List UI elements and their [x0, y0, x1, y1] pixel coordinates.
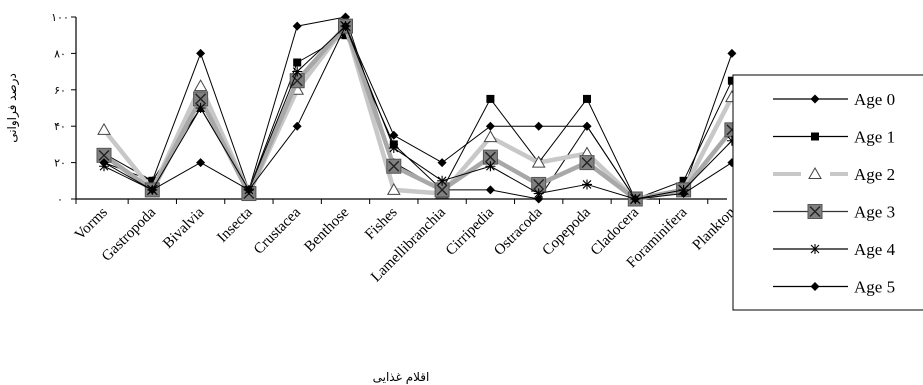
boxed-x-marker — [289, 73, 305, 89]
boxed-x-marker-cross — [533, 178, 545, 190]
boxed-x-marker — [193, 91, 209, 107]
triangle-marker — [386, 182, 401, 195]
category-label: Insecta — [214, 204, 256, 246]
diamond-marker — [534, 194, 544, 204]
square-marker — [811, 132, 819, 141]
boxed-x-marker-cross — [484, 151, 496, 163]
y-axis-title: درصد فراوانی — [5, 73, 20, 143]
diamond-marker — [437, 158, 447, 168]
x-axis-title: اقلام غذایی — [373, 370, 430, 384]
star-marker — [388, 143, 399, 154]
boxed-x-marker — [579, 155, 595, 171]
series-line — [102, 23, 734, 202]
star-marker — [195, 103, 206, 113]
category-label: Bivalvia — [160, 204, 207, 251]
boxed-x-marker-cross — [195, 93, 207, 105]
square-marker — [679, 176, 688, 185]
diamond-marker — [196, 158, 206, 168]
star-marker — [292, 66, 303, 77]
y-tick-label: ۰ — [57, 193, 63, 206]
diamond-marker — [485, 121, 495, 131]
y-ticks: ۰ ۲۰ ۴۰ ۶۰ ۸۰ ۱۰۰ — [51, 11, 76, 206]
category-label: Copepoda — [540, 204, 595, 259]
diamond-marker — [147, 185, 157, 195]
series-line — [103, 25, 733, 200]
boxed-x-marker-cross — [291, 75, 303, 87]
square-marker — [293, 58, 302, 67]
category-label: Benthose — [302, 204, 353, 255]
triangle-marker — [808, 166, 822, 179]
diamond-marker — [534, 121, 544, 131]
legend-label: Age 5 — [854, 278, 895, 297]
diamond-marker — [810, 282, 820, 291]
y-tick-label: ۸۰ — [54, 47, 66, 60]
y-tick-label: ۲۰ — [54, 157, 66, 170]
series-age-3 — [96, 18, 740, 207]
category-label: Crustacea — [251, 204, 304, 257]
diamond-marker — [99, 158, 109, 168]
boxed-x-marker-cross — [809, 206, 821, 217]
diamond-marker — [630, 194, 640, 204]
legend-label: Age 1 — [854, 128, 895, 147]
boxed-x-marker-cross — [581, 157, 593, 169]
star-marker — [533, 188, 544, 199]
boxed-x-marker-cross — [388, 160, 400, 172]
category-label: Cirripedia — [443, 204, 498, 259]
boxed-x-marker — [531, 176, 547, 192]
legend-label: Age 0 — [854, 90, 895, 109]
series-line — [103, 25, 733, 200]
triangle-marker — [97, 122, 111, 135]
series-age-5 — [99, 21, 737, 204]
star-marker — [582, 179, 592, 190]
category-label: Vorms — [72, 204, 111, 243]
triangle-marker — [483, 130, 498, 143]
square-marker — [148, 176, 157, 185]
diamond-marker — [810, 94, 820, 104]
boxed-x-marker-cross — [98, 149, 110, 161]
diamond-marker — [679, 189, 689, 199]
category-label: Plankton — [690, 204, 739, 253]
legend-label: Age 2 — [854, 165, 895, 184]
diamond-marker — [341, 21, 350, 31]
diamond-marker — [244, 185, 254, 195]
triangle-marker — [531, 155, 546, 168]
square-marker — [341, 31, 350, 40]
y-tick-label: ۶۰ — [54, 84, 66, 97]
y-tick-label: ۱۰۰ — [51, 11, 69, 24]
y-tick-label: ۴۰ — [54, 120, 66, 133]
boxed-x-marker — [807, 204, 823, 219]
diamond-marker — [727, 48, 737, 58]
diamond-marker — [485, 185, 495, 195]
triangle-marker — [193, 79, 208, 92]
legend-box — [732, 74, 923, 311]
star-marker — [485, 161, 496, 172]
star-marker — [437, 175, 448, 186]
boxed-x-marker — [386, 158, 402, 174]
category-label: Ostracoda — [491, 204, 546, 259]
diamond-marker — [389, 130, 399, 140]
legend: Age 0 Age 1 Age 2 Age 3 Age 4 Age 5 — [732, 74, 923, 311]
diamond-marker — [292, 21, 302, 31]
diamond-marker — [292, 121, 302, 131]
square-marker — [583, 94, 591, 103]
boxed-x-marker-cross — [436, 184, 448, 196]
diamond-marker — [196, 48, 206, 58]
series-group — [96, 12, 740, 207]
legend-label: Age 3 — [854, 203, 895, 222]
axes — [75, 17, 727, 200]
category-label: Fishes — [362, 204, 401, 243]
star-marker — [810, 244, 820, 254]
diamond-marker — [582, 121, 592, 131]
square-marker — [727, 76, 736, 85]
legend-label: Age 4 — [854, 240, 896, 259]
square-marker — [486, 94, 495, 103]
